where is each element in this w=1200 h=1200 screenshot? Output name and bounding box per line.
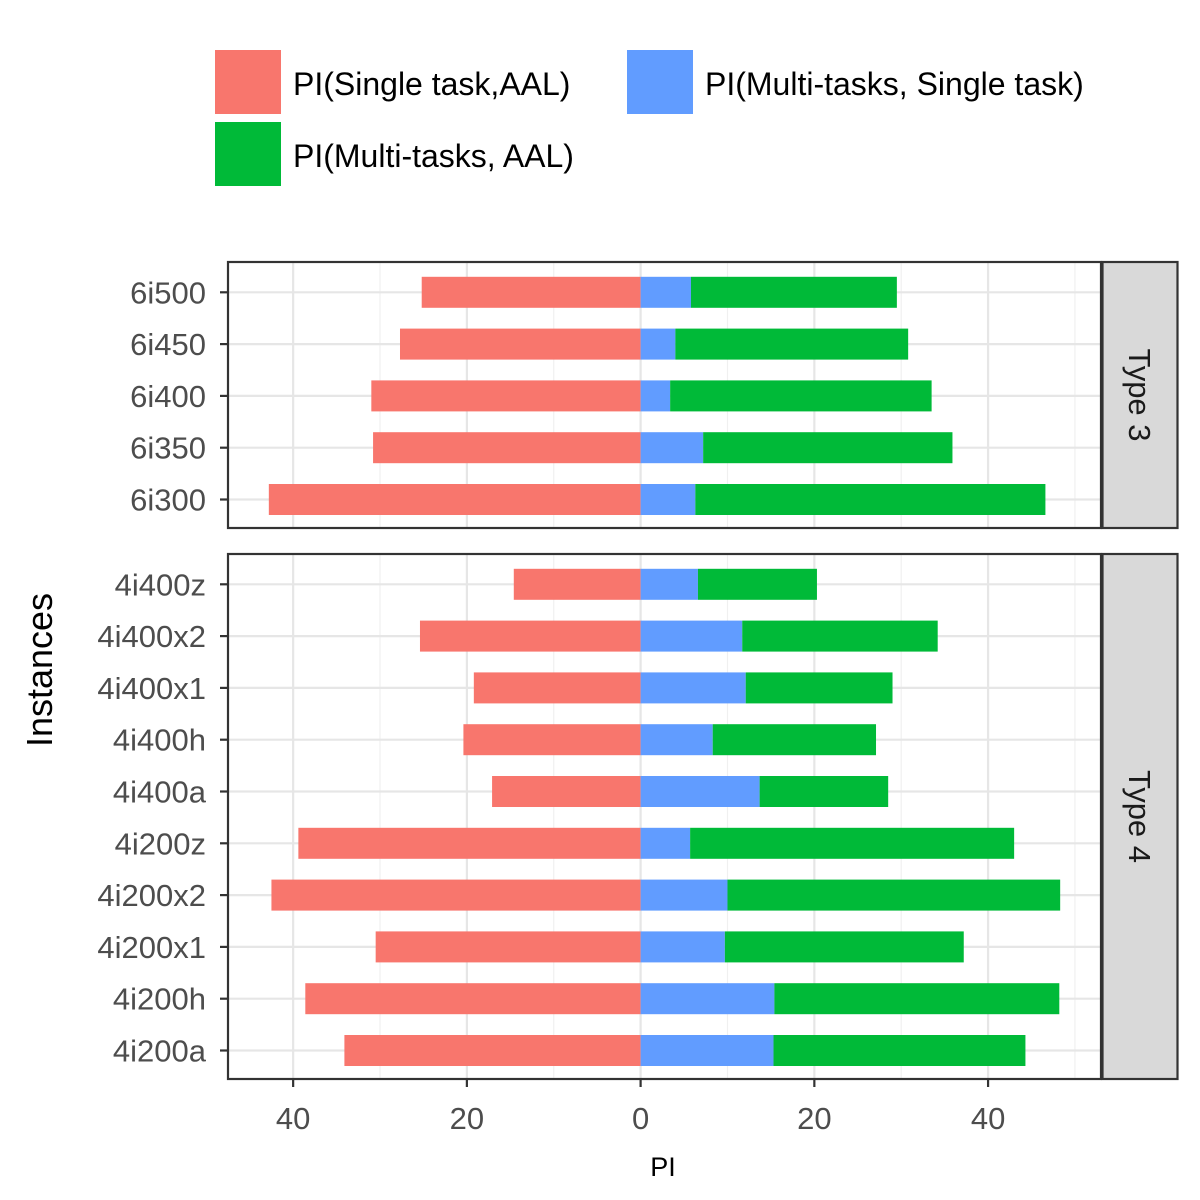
panel-border: [226, 260, 1103, 530]
facet-strip-label-type-4: Type 4: [1122, 770, 1157, 863]
x-tick-label: 40: [276, 1101, 310, 1136]
bar-4i400x2-multi-aal: [742, 620, 938, 652]
legend-swatch-single-aal: [215, 50, 281, 114]
bar-6i400-single-aal: [371, 380, 641, 412]
bar-4i200x2-multi-aal: [727, 879, 1061, 911]
panel-type-4: 4i400z 4i400x2 4i400x1 4i400h 4i400a 4i200z 4i…: [97, 552, 1179, 1081]
bar-4i200a-multi-single: [640, 1035, 774, 1066]
bar-4i400x2-single-aal: [419, 620, 641, 652]
bar-4i200h-single-aal: [305, 983, 641, 1015]
y-tick-label-6i500: 6i500: [130, 275, 206, 310]
facet-strip-label-type-3: Type 3: [1122, 348, 1157, 441]
bar-6i500-multi-single: [640, 276, 691, 308]
y-tick-label-4i200a: 4i200a: [113, 1034, 207, 1069]
facet-strip: [1101, 552, 1179, 1081]
bar-4i200x2-multi-single: [640, 879, 728, 911]
bar-4i400a-single-aal: [492, 776, 641, 807]
y-tick-label-6i300: 6i300: [130, 483, 206, 518]
legend-label-multi-single: PI(Multi-tasks, Single task): [705, 66, 1084, 102]
bar-4i400a-multi-aal: [759, 776, 889, 807]
bar-4i200z-multi-single: [640, 827, 691, 859]
bar-6i300-single-aal: [268, 484, 641, 515]
bar-4i400z-multi-single: [640, 568, 698, 600]
bar-4i400x1-multi-aal: [745, 672, 893, 704]
bar-4i400x1-single-aal: [473, 672, 641, 704]
y-tick-label-4i200h: 4i200h: [113, 982, 206, 1017]
legend-swatch-multi-single: [627, 50, 693, 114]
bar-6i500-multi-aal: [690, 276, 897, 308]
bar-6i400-multi-single: [640, 380, 671, 412]
bar-6i300-multi-aal: [695, 484, 1046, 515]
x-axis: 40 20 0 20 40: [276, 1079, 1005, 1136]
bar-4i400h-single-aal: [463, 724, 641, 756]
y-tick-label-4i400h: 4i400h: [113, 723, 206, 758]
bar-4i200z-multi-aal: [690, 827, 1015, 859]
y-tick-label-6i450: 6i450: [130, 327, 206, 362]
bar-6i450-multi-single: [640, 328, 676, 360]
bar-4i400a-multi-single: [640, 776, 760, 807]
y-tick-label-4i400a: 4i400a: [113, 775, 207, 810]
y-tick-label-6i400: 6i400: [130, 379, 206, 414]
bar-4i200x2-single-aal: [271, 879, 641, 911]
y-axis-title: Instances: [19, 593, 60, 747]
bar-6i400-multi-aal: [670, 380, 932, 412]
x-tick-label: 20: [450, 1101, 484, 1136]
bar-4i200h-multi-single: [640, 983, 775, 1015]
bar-4i200x1-single-aal: [375, 931, 641, 963]
y-tick-label-4i400z: 4i400z: [115, 567, 206, 602]
bar-4i200x1-multi-single: [640, 931, 725, 963]
y-tick-label-6i350: 6i350: [130, 431, 206, 466]
y-tick-label-4i200x2: 4i200x2: [97, 878, 206, 913]
y-tick-label-4i400x1: 4i400x1: [97, 671, 206, 706]
bar-4i400z-multi-aal: [697, 568, 817, 600]
bar-6i500-single-aal: [421, 276, 641, 308]
bar-4i200a-multi-aal: [773, 1035, 1026, 1066]
bar-6i350-single-aal: [373, 432, 641, 464]
bar-4i200x1-multi-aal: [724, 931, 964, 963]
bar-6i450-single-aal: [399, 328, 641, 360]
panel-border: [226, 552, 1103, 1081]
bar-4i400h-multi-aal: [712, 724, 877, 756]
bar-4i200z-single-aal: [298, 827, 641, 859]
y-tick-label-4i200x1: 4i200x1: [97, 930, 206, 965]
bar-4i200a-single-aal: [344, 1035, 641, 1066]
bar-6i450-multi-aal: [675, 328, 909, 360]
legend: PI(Single task,AAL) PI(Multi-tasks, Singl…: [215, 50, 1084, 186]
x-axis-title: PI: [650, 1152, 676, 1182]
facet-strip: [1101, 260, 1179, 530]
panel-type-3: 6i500 6i450 6i400 6i350 6i300 Type 3: [130, 260, 1179, 530]
bar-4i400x2-multi-single: [640, 620, 743, 652]
bar-4i200h-multi-aal: [774, 983, 1060, 1015]
legend-swatch-multi-aal: [215, 122, 281, 186]
legend-label-multi-aal: PI(Multi-tasks, AAL): [293, 138, 574, 174]
x-tick-label: 40: [971, 1101, 1005, 1136]
bar-6i350-multi-single: [640, 432, 704, 464]
y-tick-label-4i200z: 4i200z: [115, 826, 206, 861]
x-tick-label: 0: [632, 1101, 649, 1136]
y-tick-label-4i400x2: 4i400x2: [97, 619, 206, 654]
bar-4i400h-multi-single: [640, 724, 713, 756]
bar-4i400z-single-aal: [513, 568, 641, 600]
x-tick-label: 20: [797, 1101, 831, 1136]
legend-label-single-aal: PI(Single task,AAL): [293, 66, 570, 102]
bar-4i400x1-multi-single: [640, 672, 746, 704]
bar-6i300-multi-single: [640, 484, 696, 515]
bar-6i350-multi-aal: [703, 432, 953, 464]
